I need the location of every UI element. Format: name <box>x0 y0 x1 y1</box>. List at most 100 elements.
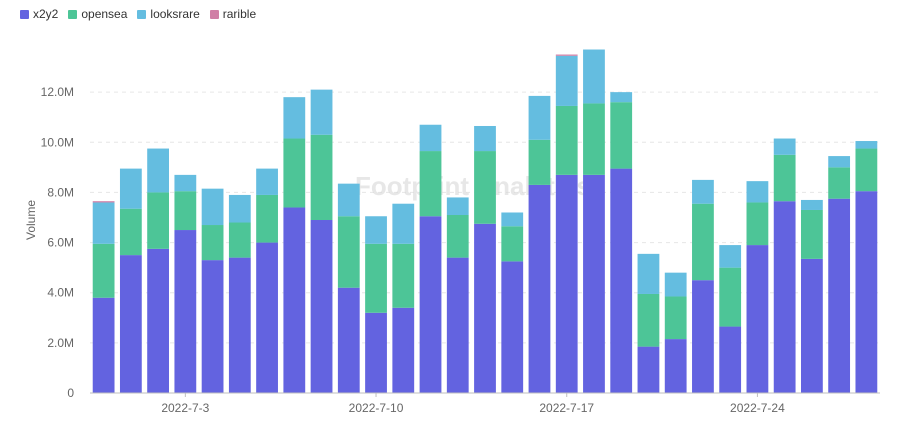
bar-x2y2[interactable] <box>719 326 742 393</box>
bar-looksrare[interactable] <box>501 212 524 227</box>
bar-opensea[interactable] <box>283 138 306 208</box>
legend-item-opensea[interactable]: opensea <box>68 7 127 21</box>
bar-x2y2[interactable] <box>637 346 660 393</box>
bar-opensea[interactable] <box>228 222 251 258</box>
bar-looksrare[interactable] <box>773 138 796 155</box>
bar-x2y2[interactable] <box>174 230 197 393</box>
legend-swatch-x2y2 <box>20 9 29 19</box>
bar-x2y2[interactable] <box>446 257 469 393</box>
bar-opensea[interactable] <box>392 243 415 308</box>
bar-x2y2[interactable] <box>92 297 115 393</box>
bar-looksrare[interactable] <box>583 49 605 104</box>
bar-x2y2[interactable] <box>692 280 714 393</box>
bar-x2y2[interactable] <box>855 191 878 393</box>
bar-x2y2[interactable] <box>773 201 796 393</box>
bar-x2y2[interactable] <box>664 339 687 393</box>
bar-opensea[interactable] <box>828 167 851 199</box>
bar-x2y2[interactable] <box>201 260 224 393</box>
legend-swatch-opensea <box>68 9 78 19</box>
bar-x2y2[interactable] <box>228 257 251 393</box>
bar-opensea[interactable] <box>528 139 551 185</box>
bar-x2y2[interactable] <box>746 245 769 393</box>
bar-looksrare[interactable] <box>637 253 660 294</box>
bar-looksrare[interactable] <box>610 92 633 103</box>
bar-looksrare[interactable] <box>828 156 851 168</box>
bar-x2y2[interactable] <box>392 307 415 393</box>
bar-x2y2[interactable] <box>828 198 851 393</box>
bar-x2y2[interactable] <box>555 174 578 393</box>
bar-opensea[interactable] <box>365 243 387 313</box>
bar-x2y2[interactable] <box>119 255 142 393</box>
bar-x2y2[interactable] <box>583 174 605 393</box>
bar-looksrare[interactable] <box>746 181 769 203</box>
bar-opensea[interactable] <box>746 202 769 246</box>
bar-rarible[interactable] <box>555 54 578 56</box>
bar-looksrare[interactable] <box>228 194 251 223</box>
legend-item-rarible[interactable]: rarible <box>209 7 256 21</box>
bar-looksrare[interactable] <box>555 55 578 106</box>
bar-looksrare[interactable] <box>201 188 224 226</box>
bar-opensea[interactable] <box>583 103 605 175</box>
bar-looksrare[interactable] <box>392 203 415 244</box>
bar-looksrare[interactable] <box>147 148 169 193</box>
bar-opensea[interactable] <box>474 151 496 224</box>
bar-x2y2[interactable] <box>528 184 551 393</box>
bar-looksrare[interactable] <box>119 168 142 209</box>
bar-opensea[interactable] <box>637 293 660 347</box>
bar-opensea[interactable] <box>664 296 687 340</box>
bar-opensea[interactable] <box>773 154 796 202</box>
bar-looksrare[interactable] <box>174 174 197 192</box>
bar-looksrare[interactable] <box>446 197 469 215</box>
legend-swatch-rarible <box>209 9 219 19</box>
bar-looksrare[interactable] <box>419 124 442 152</box>
bar-looksrare[interactable] <box>664 272 687 297</box>
bar-looksrare[interactable] <box>310 89 333 135</box>
bar-looksrare[interactable] <box>474 125 496 152</box>
bar-looksrare[interactable] <box>337 183 360 217</box>
bar-looksrare[interactable] <box>855 141 878 149</box>
bar-x2y2[interactable] <box>283 207 306 393</box>
bar-opensea[interactable] <box>310 134 333 221</box>
bar-x2y2[interactable] <box>147 248 169 393</box>
bar-opensea[interactable] <box>446 214 469 258</box>
bar-opensea[interactable] <box>855 148 878 192</box>
bar-opensea[interactable] <box>337 216 360 288</box>
bar-opensea[interactable] <box>501 226 524 262</box>
bar-looksrare[interactable] <box>719 245 742 268</box>
bar-opensea[interactable] <box>92 243 115 298</box>
bar-opensea[interactable] <box>555 105 578 175</box>
bar-x2y2[interactable] <box>501 261 524 393</box>
bar-x2y2[interactable] <box>256 242 278 393</box>
bar-looksrare[interactable] <box>365 216 387 244</box>
legend-item-x2y2[interactable]: x2y2 <box>20 7 58 21</box>
bar-looksrare[interactable] <box>92 202 115 244</box>
bar-looksrare[interactable] <box>692 179 714 204</box>
legend-item-looksrare[interactable]: looksrare <box>137 7 200 21</box>
bar-opensea[interactable] <box>147 192 169 249</box>
bar-x2y2[interactable] <box>337 287 360 393</box>
bar-x2y2[interactable] <box>610 168 633 393</box>
bar-x2y2[interactable] <box>310 220 333 393</box>
bar-opensea[interactable] <box>419 151 442 217</box>
bar-opensea[interactable] <box>174 191 197 231</box>
bar-looksrare[interactable] <box>256 168 278 195</box>
bar-looksrare[interactable] <box>528 95 551 140</box>
bar-opensea[interactable] <box>692 203 714 281</box>
bar-x2y2[interactable] <box>801 258 823 393</box>
bar-opensea[interactable] <box>610 102 633 169</box>
bar-rarible[interactable] <box>92 201 115 203</box>
bar-x2y2[interactable] <box>419 216 442 393</box>
bar-opensea[interactable] <box>119 208 142 256</box>
y-tick-label: 0 <box>67 386 74 400</box>
bar-opensea[interactable] <box>719 267 742 327</box>
bar-x2y2[interactable] <box>474 223 496 393</box>
y-tick-label: 6.0M <box>47 236 74 250</box>
watermark-text: Footprint Analytics <box>355 171 591 201</box>
bar-opensea[interactable] <box>256 194 278 243</box>
bar-looksrare[interactable] <box>283 97 306 139</box>
bar-x2y2[interactable] <box>365 312 387 393</box>
bar-looksrare[interactable] <box>801 199 823 210</box>
bar-opensea[interactable] <box>201 225 224 261</box>
bar-opensea[interactable] <box>801 209 823 259</box>
